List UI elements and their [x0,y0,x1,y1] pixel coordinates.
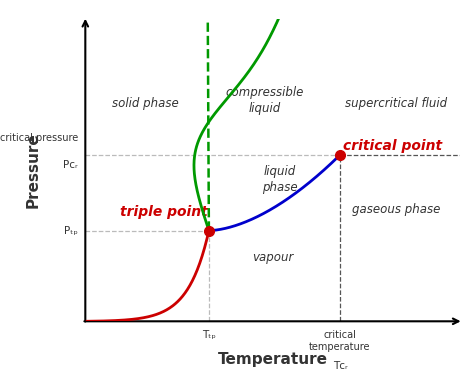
Text: Tᴄᵣ: Tᴄᵣ [333,361,347,370]
Text: critical point: critical point [343,139,442,153]
Text: Pᴄᵣ: Pᴄᵣ [63,160,78,169]
Text: critical pressure: critical pressure [0,133,78,143]
Text: liquid
phase: liquid phase [262,165,298,194]
Text: critical
temperature: critical temperature [309,330,371,352]
Text: compressible
liquid: compressible liquid [226,86,304,115]
Text: Tₜₚ: Tₜₚ [202,330,216,340]
Text: supercritical fluid: supercritical fluid [345,97,447,110]
Text: gaseous phase: gaseous phase [352,203,440,216]
Text: triple point: triple point [120,205,208,220]
Text: Temperature: Temperature [218,352,328,367]
Text: solid phase: solid phase [112,97,179,110]
Text: Pₜₚ: Pₜₚ [64,226,78,235]
Text: vapour: vapour [252,251,293,264]
Text: Pressure: Pressure [26,132,40,208]
